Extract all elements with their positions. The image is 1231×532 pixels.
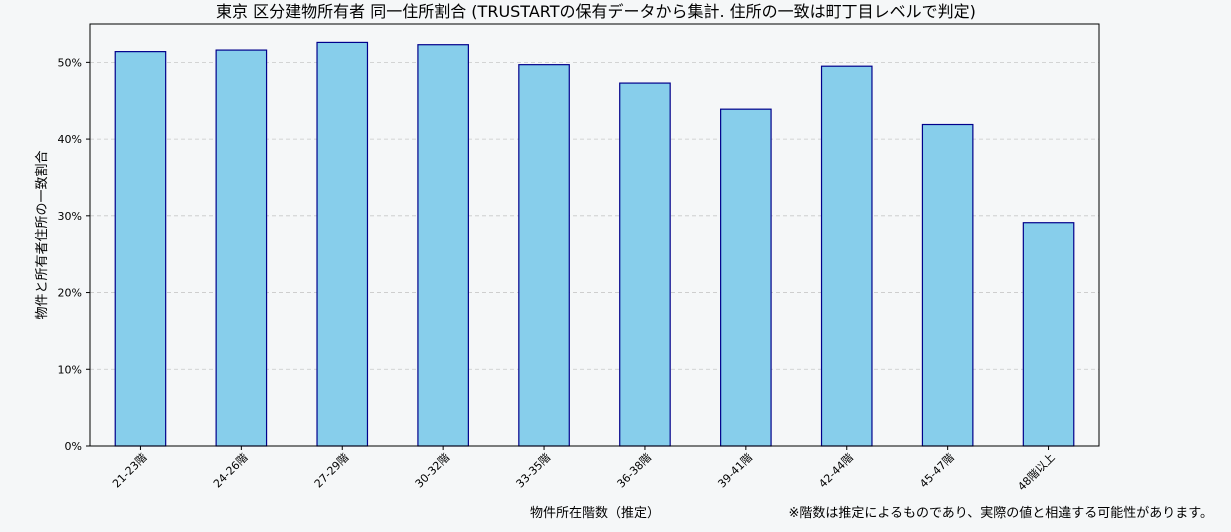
x-tick-label: 21-23階 [109,450,149,490]
plot-frame [89,23,1100,447]
y-tick-label: 50% [58,56,82,69]
x-tick-label: 27-29階 [311,450,351,490]
bars [114,41,1075,447]
y-axis-ticks: 0% 10% 20% 30% 40% 50% [58,56,90,453]
footnote: ※階数は推定によるものであり、実際の値と相違する可能性があります。 [788,505,1213,521]
x-tick-label: 48階以上 [1015,450,1058,493]
x-tick-label: 24-26階 [210,450,250,490]
bar-39-41階 [720,108,772,447]
bar-21-23階 [114,51,167,447]
bar-36-38階 [619,82,671,447]
chart-title: 東京 区分建物所有者 同一住所割合 (TRUSTARTの保有データから集計. 住… [216,2,976,21]
bar-27-29階 [316,41,369,447]
x-tick-label: 33-35階 [513,450,553,490]
x-tick-label: 36-38階 [614,450,654,490]
x-tick-label: 42-44階 [816,450,856,490]
bar-42-44階 [820,65,873,447]
bar-33-35階 [518,64,570,447]
x-tick-label: 45-47階 [916,450,956,490]
x-tick-label: 30-32階 [412,450,452,490]
bar-48階以上 [1022,222,1075,447]
x-tick-label: 39-41階 [715,450,755,490]
y-axis-label: 物件と所有者住所の一致割合 [34,150,50,319]
x-axis-ticks: 21-23階 24-26階 27-29階 30-32階 33-35階 36-38階 39-4… [109,446,1058,493]
y-tick-label: 30% [58,210,82,223]
x-axis-label: 物件所在階数（推定） [530,506,660,521]
bar-45-47階 [921,123,974,447]
y-tick-label: 10% [58,363,82,376]
y-tick-label: 20% [58,287,82,300]
y-tick-label: 0% [65,440,82,453]
bar-24-26階 [215,49,268,447]
bar-30-32階 [417,44,469,447]
y-tick-label: 40% [58,133,82,146]
